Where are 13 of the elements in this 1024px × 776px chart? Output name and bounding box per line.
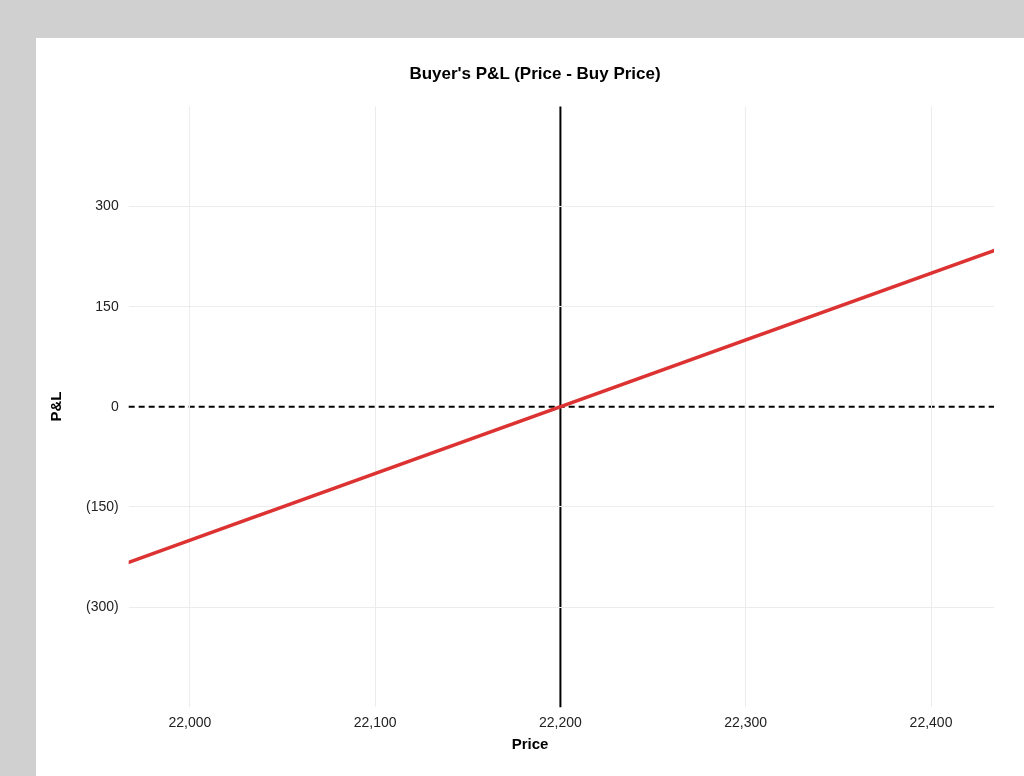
x-axis-title: Price: [510, 735, 550, 752]
y-tick-label: 150: [95, 297, 119, 314]
y-tick-label: (150): [86, 497, 119, 514]
chart-title: Buyer's P&L (Price - Buy Price): [409, 63, 661, 83]
x-tick-label: 22,100: [353, 714, 397, 731]
x-tick-label: 22,400: [909, 714, 953, 731]
y-tick-label: 0: [110, 397, 119, 414]
y-tick-label: (300): [86, 597, 119, 614]
y-axis-title: P&L: [46, 391, 64, 422]
x-tick-label: 22,200: [539, 714, 583, 731]
y-tick-label: 300: [95, 197, 119, 214]
x-tick-label: 22,000: [168, 714, 212, 731]
x-tick-label: 22,300: [724, 714, 768, 731]
